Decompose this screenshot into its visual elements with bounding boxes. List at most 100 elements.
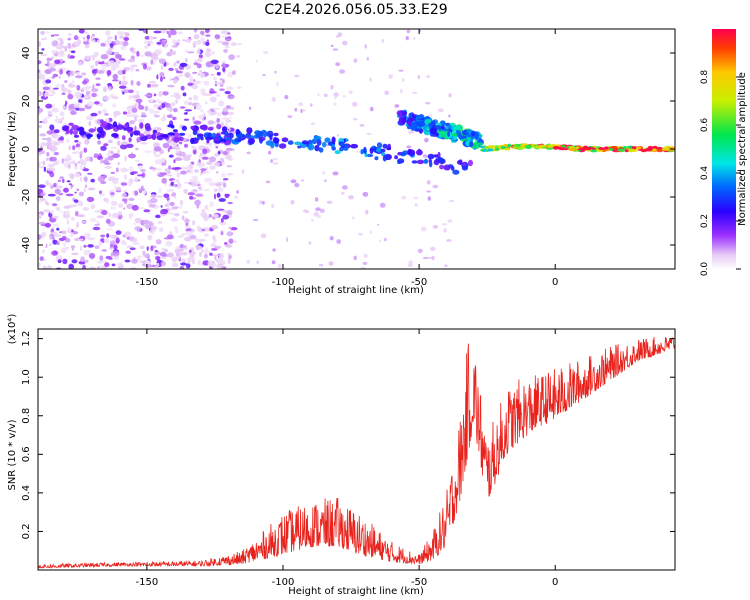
spectrogram-cell	[39, 133, 47, 137]
spectrogram-cell	[191, 145, 197, 150]
spectrogram-cell	[315, 207, 321, 212]
spectrogram-cell	[348, 90, 353, 94]
spectrogram-cell	[207, 120, 215, 125]
spectrogram-cell	[217, 40, 224, 44]
spectrogram-cell	[50, 34, 55, 37]
spectrogram-cell	[218, 100, 225, 107]
spectrogram-cell	[68, 145, 72, 151]
spectrogram-cell	[362, 191, 369, 197]
spectrogram-cell	[133, 222, 136, 225]
spectrogram-cell	[154, 265, 159, 269]
spectrogram-cell	[197, 73, 200, 76]
spectrogram-cell	[67, 71, 71, 78]
spectrogram-cell	[110, 206, 114, 210]
spectrogram-cell	[77, 61, 83, 66]
spectrogram-cell	[468, 159, 473, 167]
spectrogram-cell	[74, 163, 78, 167]
spectrogram-cell	[205, 101, 208, 105]
spectrogram-cell	[38, 90, 41, 96]
spectrogram-cell	[193, 94, 199, 101]
spectrogram-cell	[437, 151, 441, 159]
spectrogram-cell	[431, 255, 435, 261]
spectrogram-cell	[221, 160, 224, 163]
snr-y-axis: 0.2 0.4 0.6 0.8 1.0 1.2	[21, 331, 675, 539]
spectrogram-cell	[63, 241, 66, 248]
spectrogram-cell	[149, 55, 157, 58]
spectrogram-cell	[158, 90, 164, 97]
spectrogram-cell	[221, 41, 230, 46]
spectrogram-cell	[222, 151, 228, 156]
spectrogram-cell	[129, 47, 134, 52]
spectrogram-cell	[318, 263, 324, 267]
colorbar-tick-label: 0.0	[700, 262, 710, 277]
spectrogram-cell	[171, 262, 179, 268]
spectrogram-cell	[274, 70, 277, 74]
x-tick-label: -50	[411, 277, 427, 288]
spectrogram-cell	[202, 148, 208, 155]
colorbar-label: Normalized spectral amplitude	[737, 72, 748, 226]
spectrogram-cell	[49, 156, 57, 162]
spectrogram-cell	[83, 232, 91, 238]
spectrogram-cell	[64, 80, 68, 84]
spectrogram-cell	[558, 147, 566, 151]
spectrogram-cell	[42, 86, 50, 91]
spectrogram-cell	[60, 210, 63, 213]
spectrogram-cell	[456, 130, 462, 136]
spectrogram-cell	[138, 188, 146, 192]
spectrogram-cell	[79, 158, 84, 165]
spectrogram-cell	[161, 172, 168, 176]
spectrogram-cell	[182, 211, 189, 214]
x-tick-label: -100	[272, 277, 295, 288]
spectrogram-cell	[333, 92, 340, 97]
spectrogram-y-axis: -40 -20 0 20 40	[21, 47, 675, 253]
spectrogram-cell	[568, 148, 577, 151]
spectrogram-cell	[560, 145, 566, 148]
spectrogram-cell	[138, 101, 141, 107]
spectrogram-cell	[180, 243, 184, 249]
spectrogram-cell	[426, 190, 432, 193]
spectrogram-cell	[93, 153, 99, 159]
spectrogram-cell	[115, 54, 122, 59]
spectrogram-cell	[207, 260, 214, 267]
spectrogram-cell	[512, 145, 519, 149]
spectrogram-cell	[216, 71, 221, 76]
spectrogram-cell	[54, 188, 61, 195]
spectrogram-cell	[117, 214, 123, 220]
spectrogram-cell	[225, 121, 228, 128]
spectrogram-cell	[73, 134, 80, 138]
spectrogram-cell	[46, 151, 50, 157]
spectrogram-cell	[272, 248, 276, 252]
spectrogram-cell	[98, 240, 103, 247]
spectrogram-cell	[109, 42, 114, 48]
spectrogram-cell	[342, 185, 348, 190]
spectrogram-cell	[54, 34, 60, 37]
spectrogram-cell	[215, 183, 222, 187]
spectrogram-cell	[224, 90, 231, 95]
y-tick-label: 1.2	[21, 331, 32, 347]
spectrogram-cell	[394, 155, 398, 160]
spectrogram-cell	[204, 233, 209, 237]
spectrogram-cell	[188, 97, 192, 101]
spectrogram-cell	[339, 142, 345, 146]
spectrogram-cell	[359, 124, 365, 127]
spectrogram-cell	[70, 50, 76, 54]
spectrogram-cell	[202, 215, 210, 221]
spectrogram-cell	[228, 127, 231, 131]
spectrogram-cell	[193, 80, 202, 85]
spectrogram-cell	[408, 260, 413, 266]
spectrogram-cell	[333, 102, 337, 107]
spectrogram-cell	[84, 31, 89, 34]
spectrogram-cell	[59, 68, 63, 75]
spectrogram-cell	[42, 249, 45, 254]
spectrogram-cell	[49, 124, 55, 131]
spectrogram-cell	[134, 116, 137, 122]
spectrogram-cell	[416, 159, 424, 165]
spectrogram-cell	[140, 169, 146, 172]
spectrogram-cell	[52, 215, 59, 219]
spectrogram-cell	[55, 196, 61, 202]
spectrogram-cell	[265, 180, 271, 184]
spectrogram-cell	[135, 69, 140, 72]
spectrogram-cell	[337, 32, 343, 37]
spectrogram-cell	[121, 135, 126, 141]
spectrogram-cell	[226, 165, 232, 168]
